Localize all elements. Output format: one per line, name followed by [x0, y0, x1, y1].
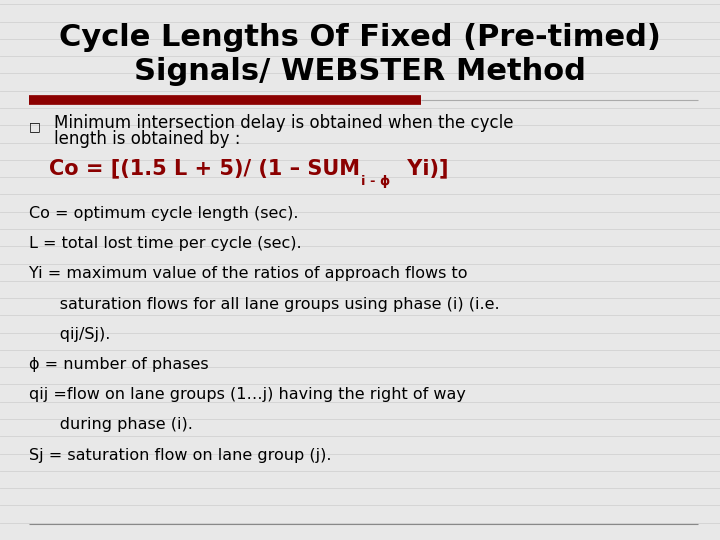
Text: Yi)]: Yi)]: [400, 158, 449, 178]
Text: Co = optimum cycle length (sec).: Co = optimum cycle length (sec).: [29, 206, 298, 221]
Text: L = total lost time per cycle (sec).: L = total lost time per cycle (sec).: [29, 236, 302, 251]
Text: Minimum intersection delay is obtained when the cycle: Minimum intersection delay is obtained w…: [54, 113, 513, 132]
Text: during phase (i).: during phase (i).: [29, 417, 193, 433]
Text: Sj = saturation flow on lane group (j).: Sj = saturation flow on lane group (j).: [29, 448, 331, 463]
Text: qij =flow on lane groups (1…j) having the right of way: qij =flow on lane groups (1…j) having th…: [29, 387, 466, 402]
Text: Yi = maximum value of the ratios of approach flows to: Yi = maximum value of the ratios of appr…: [29, 266, 467, 281]
Text: length is obtained by :: length is obtained by :: [54, 130, 240, 148]
Text: saturation flows for all lane groups using phase (i) (i.e.: saturation flows for all lane groups usi…: [29, 296, 500, 312]
Text: □: □: [29, 120, 40, 133]
Text: Signals/ WEBSTER Method: Signals/ WEBSTER Method: [134, 57, 586, 86]
Text: ϕ = number of phases: ϕ = number of phases: [29, 357, 208, 372]
Text: Cycle Lengths Of Fixed (Pre-timed): Cycle Lengths Of Fixed (Pre-timed): [59, 23, 661, 52]
Text: i - ϕ: i - ϕ: [361, 174, 390, 188]
Text: qij/Sj).: qij/Sj).: [29, 327, 110, 342]
Text: Co = [(1.5 L + 5)/ (1 – SUM: Co = [(1.5 L + 5)/ (1 – SUM: [49, 158, 360, 178]
